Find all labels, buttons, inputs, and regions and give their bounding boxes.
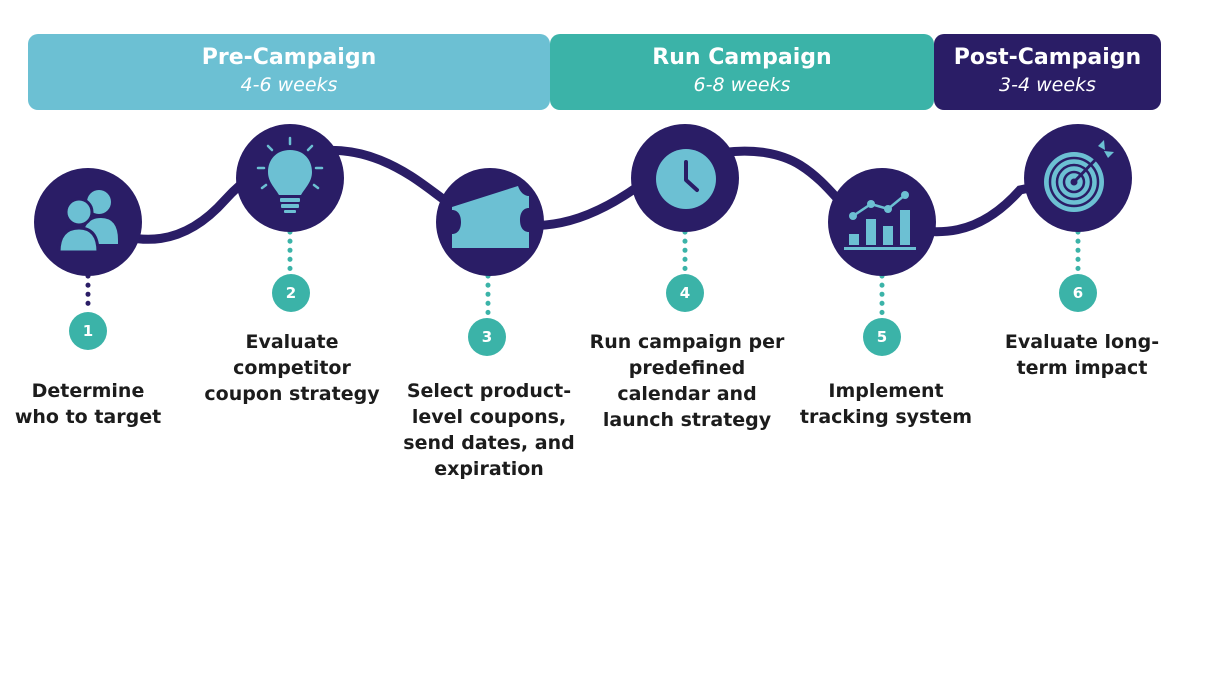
coupon-ticket-icon bbox=[452, 186, 529, 248]
phase-run-campaign: Run Campaign 6-8 weeks bbox=[550, 34, 934, 110]
step-number: 1 bbox=[83, 322, 93, 340]
label-line: calendar and bbox=[617, 383, 757, 405]
label-line: launch strategy bbox=[602, 409, 772, 431]
users-icon bbox=[57, 190, 118, 254]
step-number: 5 bbox=[877, 328, 887, 346]
target-icon bbox=[1044, 140, 1114, 212]
label-line: who to target bbox=[14, 406, 162, 428]
step-4-number-badge: 4 bbox=[666, 274, 704, 312]
label-line: expiration bbox=[434, 458, 544, 480]
step-number: 4 bbox=[680, 284, 690, 302]
step-4-label: Run campaign per predefined calendar and… bbox=[584, 329, 790, 433]
label-line: predefined bbox=[628, 357, 746, 379]
lightbulb-icon bbox=[256, 136, 324, 213]
step-5-node bbox=[828, 168, 936, 276]
label-line: Determine bbox=[31, 380, 145, 402]
phase-duration: 6-8 weeks bbox=[693, 74, 791, 96]
label-line: competitor bbox=[233, 357, 351, 379]
step-6-label: Evaluate long- term impact bbox=[992, 329, 1172, 381]
label-line: send dates, and bbox=[403, 432, 575, 454]
step-1-node bbox=[34, 168, 142, 276]
label-line: Evaluate long- bbox=[1004, 331, 1160, 353]
step-3-node bbox=[436, 168, 544, 276]
step-2-label: Evaluate competitor coupon strategy bbox=[196, 329, 388, 407]
clock-icon bbox=[656, 149, 716, 209]
step-5-number-badge: 5 bbox=[863, 318, 901, 356]
label-line: term impact bbox=[1016, 357, 1148, 379]
label-line: Select product- bbox=[406, 380, 572, 402]
step-6-number-badge: 6 bbox=[1059, 274, 1097, 312]
label-line: tracking system bbox=[799, 406, 973, 428]
step-number: 2 bbox=[286, 284, 296, 302]
phase-title: Pre-Campaign bbox=[201, 45, 377, 70]
step-number: 6 bbox=[1073, 284, 1083, 302]
phase-pre-campaign: Pre-Campaign 4-6 weeks bbox=[28, 34, 550, 110]
label-line: coupon strategy bbox=[204, 383, 380, 405]
phase-post-campaign: Post-Campaign 3-4 weeks bbox=[934, 34, 1161, 110]
step-3-label: Select product- level coupons, send date… bbox=[394, 378, 584, 482]
label-line: Run campaign per bbox=[589, 331, 785, 353]
step-1-number-badge: 1 bbox=[69, 312, 107, 350]
bar-chart-icon bbox=[844, 191, 916, 250]
step-3-number-badge: 3 bbox=[468, 318, 506, 356]
phase-title: Post-Campaign bbox=[953, 45, 1142, 70]
step-1-label: Determine who to target bbox=[4, 378, 172, 430]
label-line: Evaluate bbox=[245, 331, 339, 353]
step-2-number-badge: 2 bbox=[272, 274, 310, 312]
phase-title: Run Campaign bbox=[652, 45, 832, 70]
step-5-label: Implement tracking system bbox=[790, 378, 982, 430]
label-line: Implement bbox=[828, 380, 944, 402]
label-line: level coupons, bbox=[411, 406, 567, 428]
phase-duration: 4-6 weeks bbox=[240, 74, 338, 96]
phase-duration: 3-4 weeks bbox=[999, 74, 1096, 96]
step-4-node bbox=[631, 124, 739, 232]
step-2-node bbox=[236, 124, 344, 232]
step-number: 3 bbox=[482, 328, 492, 346]
step-6-node bbox=[1024, 124, 1132, 232]
